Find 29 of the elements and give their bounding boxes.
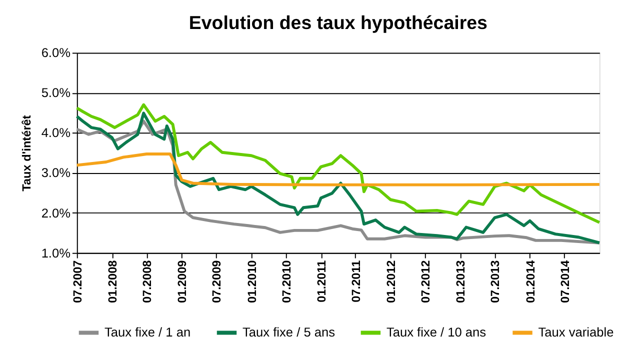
x-tick-label: 07.2007: [70, 260, 84, 304]
line-series: [75, 152, 601, 186]
x-tick-label: 07.2012: [418, 260, 433, 304]
y-axis-title: Taux d'intérêt: [19, 115, 34, 192]
x-tick-label: 07.2010: [279, 260, 294, 304]
x-tick-label: 01.2011: [314, 260, 328, 302]
y-tick-label: 3.0%: [41, 165, 70, 180]
x-tick-label: 01.2009: [175, 260, 190, 304]
x-tick-label: 07.2009: [210, 260, 224, 304]
legend-label: Taux fixe / 1 an: [104, 324, 191, 340]
x-tick-label: 01.2013: [454, 260, 468, 304]
legend-label: Taux fixe / 10 ans: [386, 324, 486, 340]
y-tick-label: 2.0%: [41, 205, 70, 220]
legend-label: Taux variable: [538, 324, 614, 340]
y-tick-label: 4.0%: [41, 125, 70, 140]
y-tick-label: 5.0%: [41, 85, 70, 100]
line-series: [75, 103, 601, 224]
x-tick-label: 01.2010: [244, 260, 259, 304]
y-tick-label: 1.0%: [41, 245, 70, 260]
legend-label: Taux fixe / 5 ans: [242, 324, 336, 340]
x-tick-label: 01.2008: [105, 260, 120, 304]
x-tick-label: 01.2012: [384, 260, 398, 304]
x-tick-label: 07.2008: [140, 260, 154, 304]
x-tick-label: 07.2014: [558, 260, 572, 304]
x-tick-label: 07.2011: [348, 260, 363, 302]
chart-title: Evolution des taux hypothécaires: [188, 12, 488, 34]
y-tick-label: 6.0%: [41, 45, 70, 60]
x-tick-label: 01.2014: [523, 260, 538, 304]
x-tick-label: 07.2013: [488, 260, 502, 304]
